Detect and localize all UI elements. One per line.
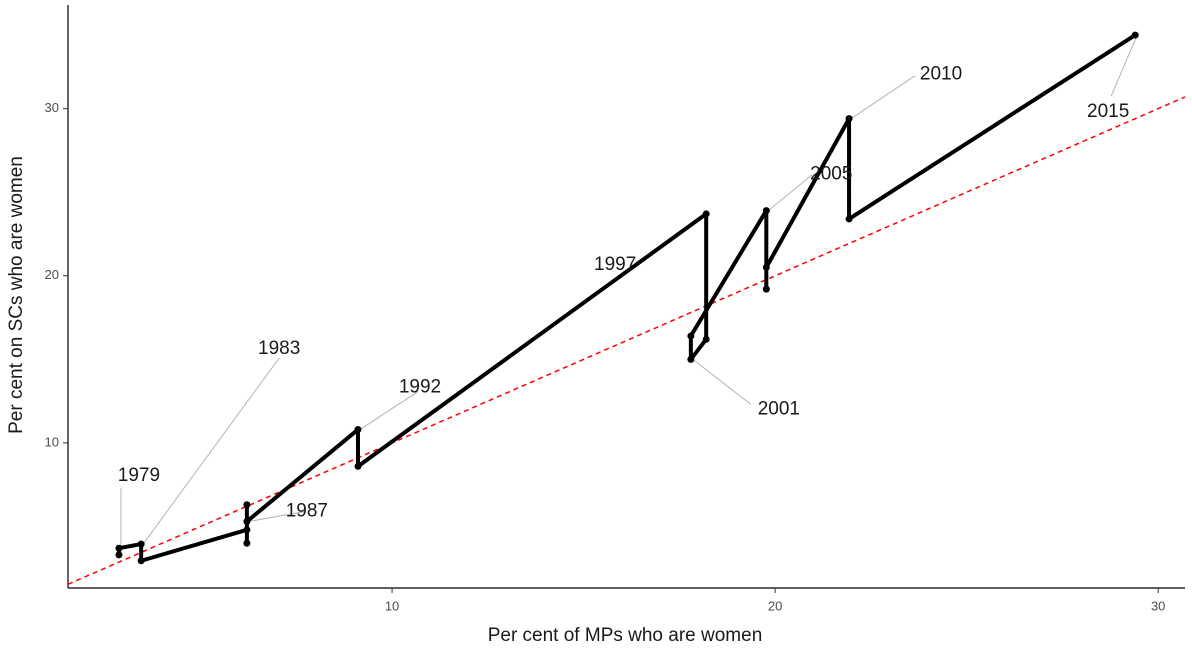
annotation-leader	[248, 510, 305, 522]
annotation-leader	[142, 357, 280, 545]
point	[243, 539, 251, 547]
point	[702, 335, 710, 343]
reference-line	[67, 96, 1186, 586]
annotation-leader	[1110, 34, 1138, 97]
annotation: 2010	[920, 64, 962, 85]
point	[243, 517, 251, 525]
point	[243, 501, 251, 509]
point	[1131, 31, 1139, 39]
point	[687, 332, 695, 340]
point	[762, 263, 770, 271]
series-line	[116, 33, 1137, 563]
annotation: 1979	[118, 465, 160, 486]
annotation: 1997	[594, 254, 636, 275]
point	[845, 215, 853, 223]
point	[762, 285, 770, 293]
point	[845, 115, 853, 123]
point	[354, 462, 362, 470]
point	[702, 210, 710, 218]
point	[762, 207, 770, 215]
annotation-leader	[767, 174, 813, 211]
point	[137, 540, 145, 548]
y-tick-label: 30	[45, 100, 59, 115]
annotation-leader	[692, 358, 752, 405]
point	[243, 526, 251, 534]
annotation: 1992	[399, 377, 441, 398]
annotation: 2005	[810, 164, 852, 185]
point	[115, 544, 123, 552]
annotation-leader	[850, 75, 916, 120]
y-tick-label: 10	[45, 434, 59, 449]
y-tick-label: 20	[45, 267, 59, 282]
point	[115, 551, 123, 559]
annotation: 1987	[286, 500, 328, 521]
x-tick-label: 30	[1151, 598, 1165, 613]
point	[137, 557, 145, 565]
x-axis-label: Per cent of MPs who are women	[488, 625, 763, 646]
point	[354, 426, 362, 434]
annotation: 2001	[758, 398, 800, 419]
point	[687, 355, 695, 363]
annotation: 2015	[1087, 101, 1129, 122]
x-tick-label: 20	[768, 598, 782, 613]
x-tick-label: 10	[385, 598, 399, 613]
annotation: 1983	[258, 338, 300, 359]
annotation-leader	[359, 391, 419, 430]
y-axis-label: Per cent on SCs who are women	[6, 156, 27, 434]
